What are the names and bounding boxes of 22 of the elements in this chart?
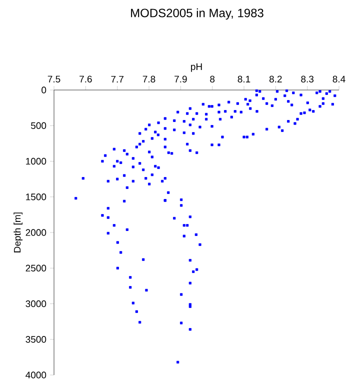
x-tick-label: 7.8 <box>142 76 156 82</box>
x-tick-label: 7.6 <box>80 76 92 82</box>
y-tick-label: 500 <box>31 122 46 129</box>
x-tick-label: 8.1 <box>238 76 250 82</box>
y-tick-label: 3500 <box>26 336 46 343</box>
y-tick-label: 1000 <box>26 158 46 165</box>
x-tick-label: 7.7 <box>111 76 124 82</box>
y-tick-label: 1500 <box>26 194 46 200</box>
y-tick-label: 2000 <box>26 229 46 236</box>
chart-title: MODS2005 in May, 1983 <box>131 8 264 20</box>
x-tick-label: 7.5 <box>48 76 60 82</box>
x-tick-label: 8 <box>210 76 215 82</box>
x-tick-label: 7.9 <box>174 76 187 82</box>
y-tick-label: 2500 <box>26 264 46 272</box>
y-axis-title: Depth [m] <box>14 212 23 252</box>
x-tick-label: 8.3 <box>301 76 314 82</box>
x-axis-title: pH <box>191 63 202 72</box>
y-tick-label: 0 <box>42 86 46 94</box>
y-tick-label: 4000 <box>26 372 46 378</box>
y-tick-label: 3000 <box>26 300 46 308</box>
x-tick-label: 8.2 <box>269 76 282 82</box>
x-tick-label: 8.4 <box>332 76 346 82</box>
